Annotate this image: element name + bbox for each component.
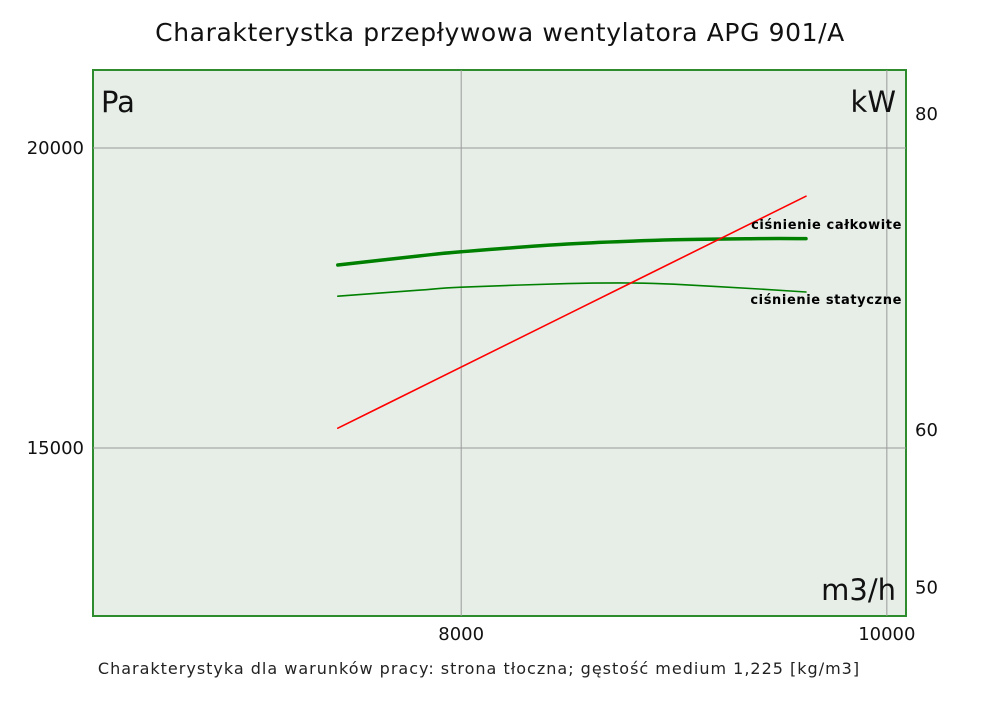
chart-title: Charakterystka przepływowa wentylatora A… xyxy=(155,18,845,47)
x-tick-label: 10000 xyxy=(858,624,915,645)
plot-area xyxy=(92,69,907,617)
series-power xyxy=(337,195,807,429)
x-unit-label: m3/h xyxy=(821,573,896,607)
data-series xyxy=(336,195,808,429)
series-static-pressure xyxy=(337,282,807,297)
chart-footer-note: Charakterystyka dla warunków pracy: stro… xyxy=(97,659,861,678)
y-left-unit-label: Pa xyxy=(101,85,135,119)
x-tick-label: 8000 xyxy=(438,624,484,645)
axis-ticks: 8000 10000 20000 15000 80 60 50 xyxy=(27,104,938,645)
y-right-unit-label: kW xyxy=(851,85,896,119)
y-left-tick-label: 20000 xyxy=(27,138,84,159)
y-left-tick-label: 15000 xyxy=(27,438,84,459)
label-total-pressure: ciśnienie całkowite xyxy=(751,218,902,233)
y-right-tick-label: 80 xyxy=(915,104,938,125)
label-static-pressure: ciśnienie statyczne xyxy=(750,293,902,308)
y-right-tick-label: 50 xyxy=(915,578,938,599)
series-total-pressure xyxy=(336,236,808,267)
y-right-tick-label: 60 xyxy=(915,420,938,441)
grid-lines xyxy=(93,70,906,616)
